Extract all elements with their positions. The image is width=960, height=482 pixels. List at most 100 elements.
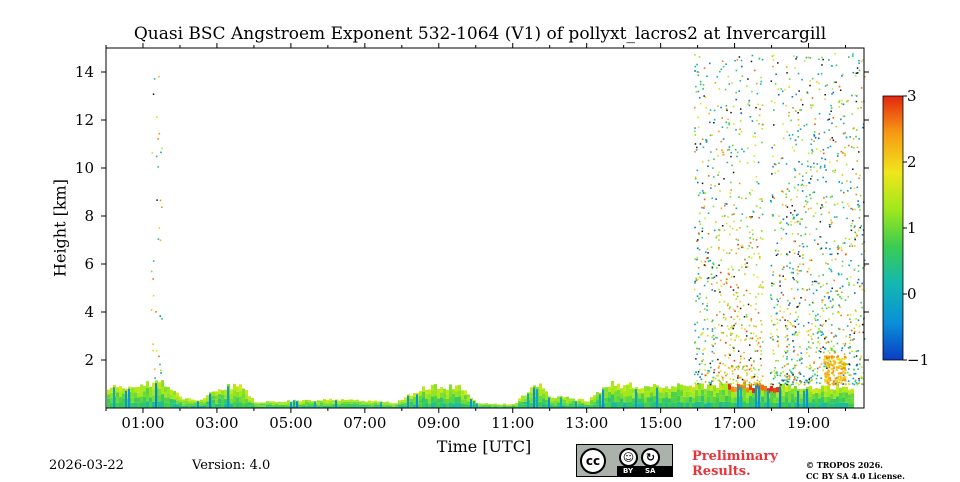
heatmap-cell	[151, 152, 154, 154]
heatmap-cell	[863, 264, 866, 267]
heatmap-cell	[783, 266, 785, 269]
heatmap-cell	[704, 217, 706, 220]
heatmap-cell	[808, 377, 811, 380]
heatmap-cell	[146, 394, 149, 402]
heatmap-cell	[805, 366, 808, 368]
heatmap-cell	[844, 379, 847, 382]
heatmap-cell	[794, 176, 796, 178]
heatmap-cell	[811, 301, 814, 304]
heatmap-cell	[699, 311, 702, 313]
heatmap-cell	[557, 399, 560, 403]
heatmap-cell	[694, 282, 696, 284]
heatmap-cell	[182, 401, 185, 404]
heatmap-cell	[795, 110, 797, 112]
heatmap-cell	[787, 383, 789, 386]
heatmap-cell	[780, 88, 782, 90]
heatmap-cell	[716, 267, 718, 269]
heatmap-cell	[730, 276, 733, 278]
heatmap-cell	[500, 405, 503, 407]
heatmap-cell	[700, 260, 703, 263]
heatmap-cell	[767, 390, 769, 408]
heatmap-cell	[629, 401, 632, 408]
heatmap-cell	[584, 406, 587, 408]
heatmap-cell	[698, 395, 701, 402]
heatmap-cell	[152, 343, 154, 346]
heatmap-cell	[737, 350, 740, 352]
heatmap-cell	[749, 384, 752, 391]
heatmap-cell	[760, 353, 762, 356]
heatmap-cell	[858, 377, 860, 380]
heatmap-cell	[831, 382, 833, 385]
heatmap-cell	[683, 385, 686, 392]
heatmap-cell	[620, 393, 623, 399]
heatmap-cell	[843, 242, 846, 244]
heatmap-cell	[843, 366, 846, 369]
heatmap-cell	[844, 372, 847, 375]
heatmap-cell	[852, 127, 854, 130]
heatmap-cell	[293, 400, 295, 408]
heatmap-cell	[374, 406, 377, 408]
heatmap-cell	[812, 369, 814, 372]
heatmap-cell	[774, 372, 776, 375]
heatmap-cell	[781, 157, 784, 159]
heatmap-cell	[818, 88, 821, 91]
heatmap-cell	[699, 223, 702, 226]
heatmap-cell	[788, 402, 791, 408]
cc-license-badge[interactable]: cc ☺ ↻ BY SA	[576, 444, 673, 477]
heatmap-cell	[751, 233, 754, 236]
heatmap-cell	[452, 393, 455, 399]
heatmap-cell	[711, 344, 713, 346]
heatmap-cell	[745, 289, 748, 292]
heatmap-cell	[701, 303, 704, 305]
heatmap-cell	[784, 319, 786, 321]
heatmap-cell	[158, 388, 161, 396]
heatmap-cell	[278, 404, 281, 407]
heatmap-cell	[158, 227, 161, 229]
heatmap-cell	[729, 306, 731, 309]
heatmap-cell	[365, 403, 368, 405]
heatmap-cell	[119, 391, 122, 398]
heatmap-cell	[853, 292, 856, 294]
heatmap-cell	[714, 377, 717, 380]
heatmap-cell	[808, 313, 811, 316]
heatmap-cell	[791, 232, 794, 235]
heatmap-cell	[774, 83, 777, 85]
heatmap-cell	[854, 245, 856, 247]
heatmap-cell	[840, 249, 843, 252]
heatmap-cell	[413, 404, 416, 408]
heatmap-cell	[713, 338, 715, 341]
heatmap-cell	[728, 148, 730, 151]
heatmap-cell	[825, 307, 828, 310]
heatmap-cell	[755, 176, 758, 178]
heatmap-cell	[794, 366, 796, 369]
heatmap-cell	[638, 403, 641, 408]
heatmap-cell	[707, 396, 710, 403]
heatmap-cell	[695, 358, 697, 360]
heatmap-cell	[856, 67, 859, 69]
heatmap-cell	[781, 316, 784, 319]
heatmap-cell	[758, 58, 761, 60]
heatmap-cell	[824, 396, 827, 403]
heatmap-cell	[794, 320, 796, 323]
heatmap-cell	[680, 384, 683, 391]
heatmap-cell	[824, 374, 827, 377]
heatmap-cell	[844, 383, 847, 386]
heatmap-cell	[850, 207, 852, 210]
heatmap-cell	[819, 285, 822, 288]
heatmap-cell	[830, 368, 833, 371]
heatmap-cell	[759, 83, 762, 85]
heatmap-cell	[710, 366, 712, 369]
heatmap-cell	[822, 176, 825, 179]
heatmap-cell	[855, 318, 857, 320]
heatmap-cell	[731, 164, 733, 167]
heatmap-cell	[792, 107, 794, 109]
heatmap-cell	[341, 399, 344, 402]
heatmap-cell	[263, 403, 266, 406]
heatmap-cell	[671, 386, 674, 392]
heatmap-cell	[695, 277, 697, 280]
heatmap-cell	[800, 352, 803, 354]
heatmap-cell	[782, 401, 785, 408]
heatmap-cell	[853, 332, 856, 334]
heatmap-cell	[725, 121, 728, 124]
heatmap-cell	[137, 386, 140, 393]
